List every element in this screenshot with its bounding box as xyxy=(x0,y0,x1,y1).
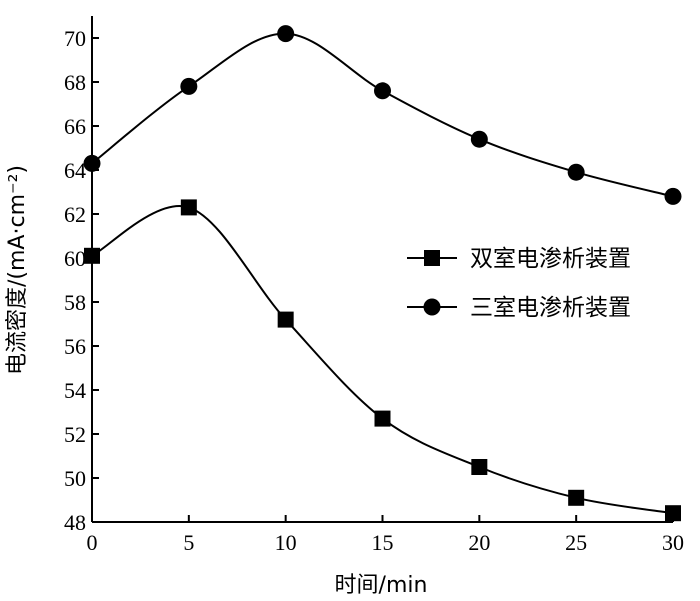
legend-label: 三室电渗析装置 xyxy=(470,295,631,321)
data-point xyxy=(374,410,391,427)
data-point xyxy=(374,82,391,100)
data-point xyxy=(84,247,100,264)
x-tick-label: 25 xyxy=(565,530,587,555)
data-point xyxy=(664,187,682,205)
legend-marker xyxy=(423,298,441,316)
series-line xyxy=(91,32,674,198)
y-tick-label: 50 xyxy=(64,466,86,491)
y-tick-label: 54 xyxy=(64,378,86,403)
series-1 xyxy=(84,199,681,522)
y-tick-label: 64 xyxy=(64,158,86,183)
y-tick-label: 70 xyxy=(64,26,86,51)
data-point xyxy=(665,505,681,522)
y-tick-label: 66 xyxy=(64,114,86,139)
x-tick-label: 20 xyxy=(468,530,490,555)
y-tick-label: 52 xyxy=(64,422,86,447)
y-axis-label: 电流密度/(mA·cm⁻²) xyxy=(5,165,30,375)
data-point xyxy=(83,154,101,172)
legend-item: 三室电渗析装置 xyxy=(407,295,631,321)
y-tick-label: 48 xyxy=(64,510,86,535)
legend-marker xyxy=(424,250,440,266)
x-tick-label: 5 xyxy=(183,530,194,555)
x-tick-label: 10 xyxy=(275,530,297,555)
data-point xyxy=(568,489,585,506)
x-tick-label: 0 xyxy=(87,530,98,555)
y-tick-label: 68 xyxy=(64,70,86,95)
y-tick-label: 60 xyxy=(64,246,86,271)
series-2 xyxy=(83,25,682,205)
legend-label: 双室电渗析装置 xyxy=(470,246,631,272)
data-point xyxy=(277,311,294,328)
data-point xyxy=(180,199,197,216)
data-point xyxy=(567,163,585,181)
legend-item: 双室电渗析装置 xyxy=(407,246,631,272)
y-tick-label: 58 xyxy=(64,290,86,315)
x-axis-label: 时间/min xyxy=(335,573,428,598)
series-layer xyxy=(83,25,682,522)
x-tick-label: 30 xyxy=(662,530,684,555)
axes: 0 5 10 15 20 25 30 48 50 52 54 56 58 60 62 64 66 68 70 xyxy=(64,16,684,555)
x-tick-label: 15 xyxy=(372,530,394,555)
y-tick-label: 62 xyxy=(64,202,86,227)
y-tick-label: 56 xyxy=(64,334,86,359)
data-point xyxy=(470,130,488,148)
data-point xyxy=(180,77,198,95)
data-point xyxy=(471,459,488,475)
data-point xyxy=(277,25,295,43)
